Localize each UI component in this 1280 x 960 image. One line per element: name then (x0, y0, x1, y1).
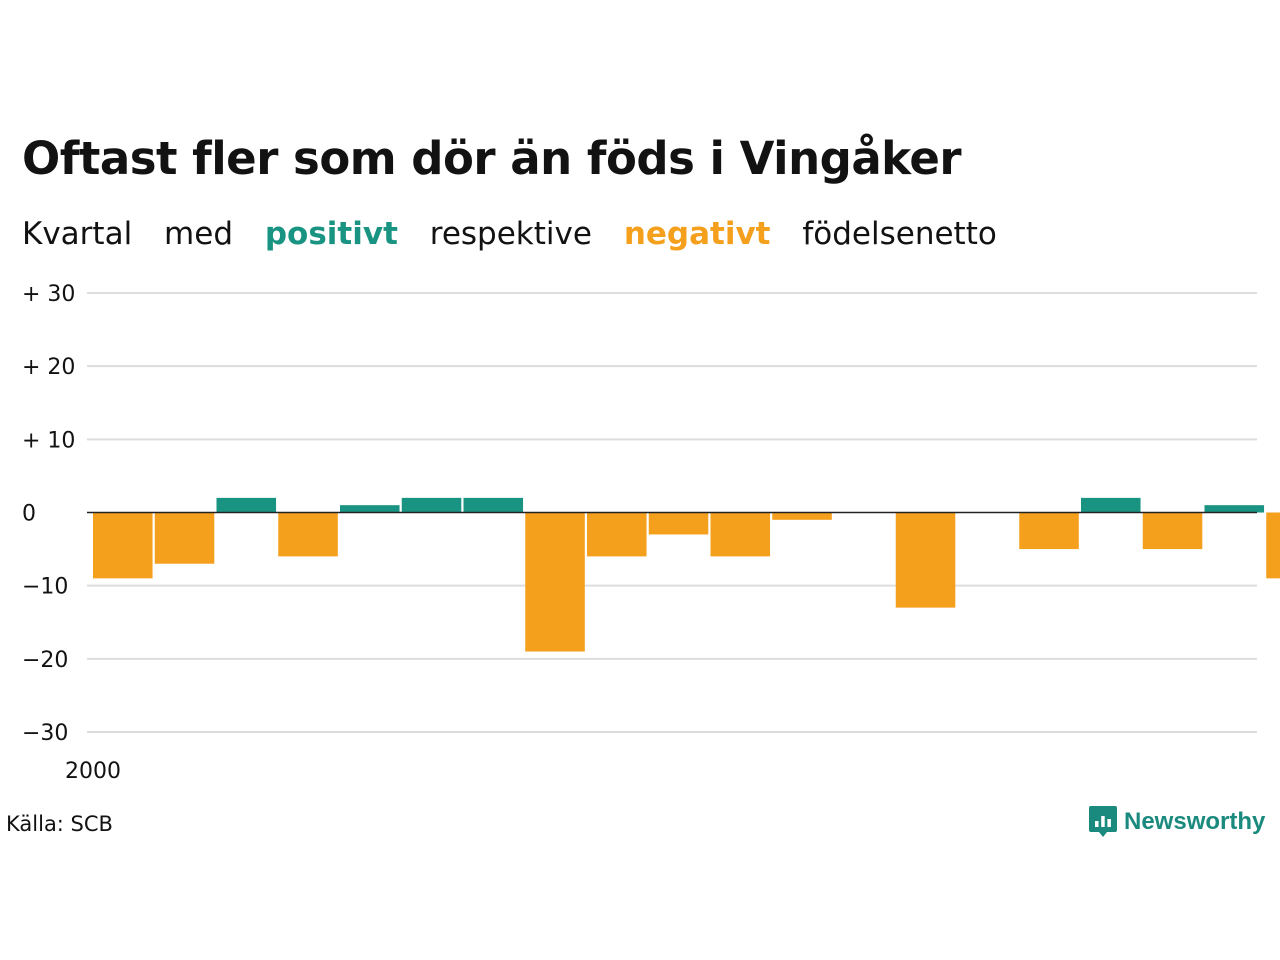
y-axis-ticks: + 30 + 20 + 10 0 −10 −20 −30 (22, 282, 75, 746)
bar-positive (1081, 497, 1141, 513)
y-tick-label: 0 (22, 502, 36, 527)
brand-name: Newsworthy (1124, 808, 1266, 835)
y-tick-label: + 10 (22, 428, 75, 453)
subtitle-word: med (164, 216, 233, 252)
subtitle-word: födelsenetto (802, 216, 997, 252)
bar-negative (1142, 512, 1203, 550)
bar-negative (525, 512, 585, 652)
bar-negative (1266, 512, 1280, 579)
chart-subtitle: Kvartal med positivt respektive negativt… (22, 216, 1019, 252)
subtitle-negative-label: negativt (623, 216, 771, 252)
chart-title: Oftast fler som dör än föds i Vingåker (22, 132, 962, 185)
bar-positive (216, 497, 277, 513)
source-note: Källa: SCB (6, 812, 113, 836)
brand-logo: Newsworthy (1088, 804, 1265, 840)
y-tick-label: −20 (22, 648, 68, 673)
bar-negative (710, 512, 771, 557)
y-tick-label: + 20 (22, 355, 75, 380)
x-axis-ticks: 20002005201020152020 (65, 759, 121, 784)
bars (93, 497, 1280, 652)
subtitle-word: respektive (429, 216, 592, 252)
gridlines (87, 292, 1257, 733)
subtitle-positive-label: positivt (264, 216, 398, 252)
y-tick-label: + 30 (22, 282, 75, 307)
bar-negative (895, 512, 956, 608)
bar-positive (1204, 505, 1265, 513)
bar-negative (648, 512, 709, 535)
y-tick-label: −30 (22, 721, 68, 746)
bar-negative (93, 512, 153, 579)
subtitle-word: Kvartal (22, 216, 133, 252)
bar-negative (772, 512, 832, 520)
x-tick-label: 2000 (65, 759, 121, 784)
newsworthy-logo-icon (1089, 806, 1117, 837)
bar-negative (278, 512, 338, 557)
y-tick-label: −10 (22, 575, 68, 600)
bar-negative (154, 512, 215, 564)
bar-positive (340, 505, 400, 513)
bar-positive (401, 497, 462, 513)
bar-positive (463, 497, 524, 513)
bar-negative (1019, 512, 1079, 550)
bar-negative (587, 512, 647, 557)
